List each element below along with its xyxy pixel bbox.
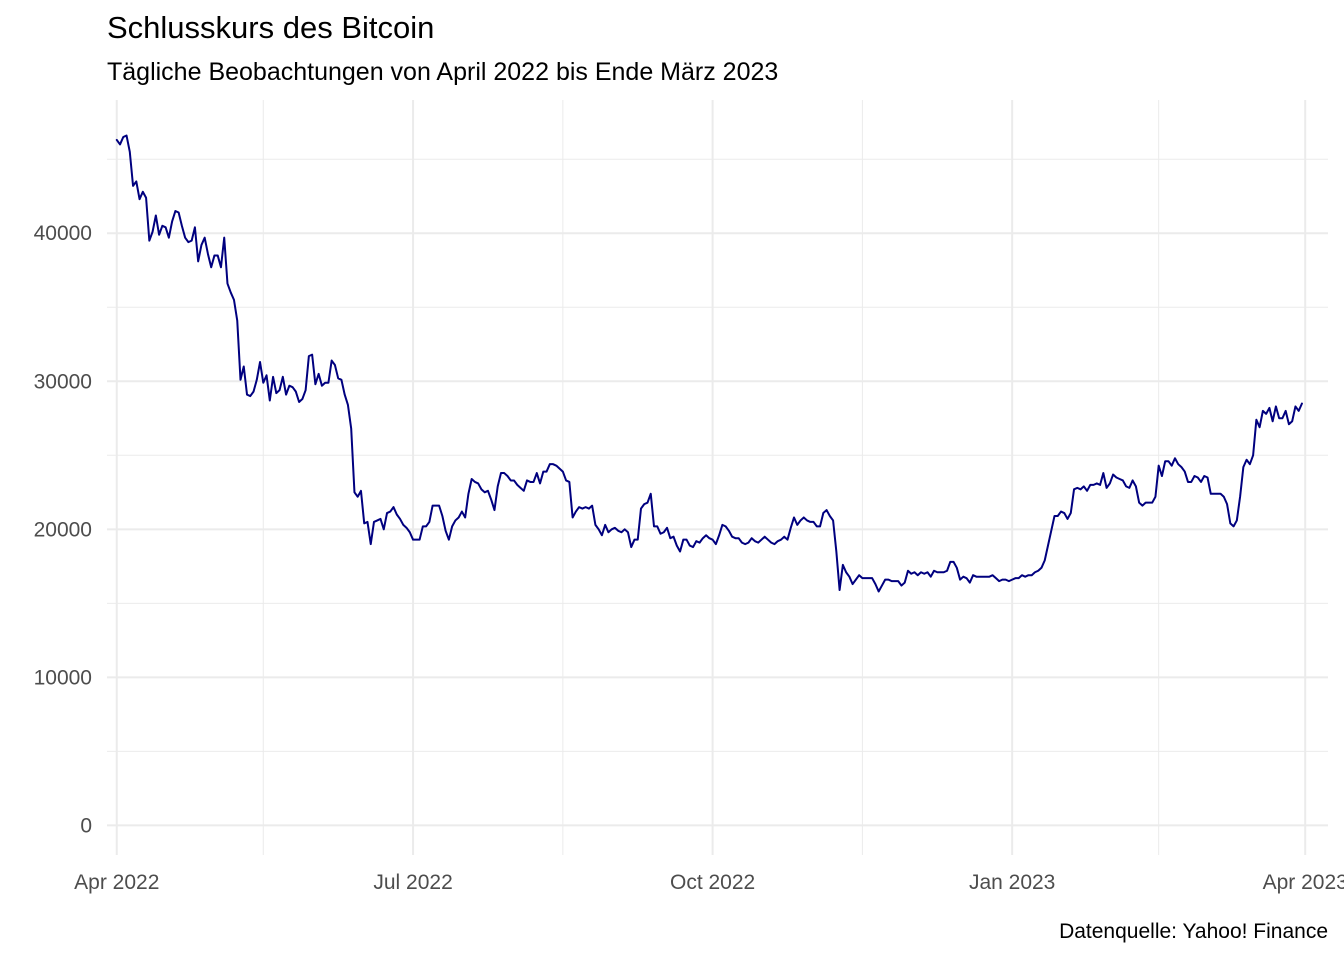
y-tick-label: 30000 — [34, 370, 92, 393]
chart-caption: Datenquelle: Yahoo! Finance — [1059, 920, 1328, 943]
y-tick-label: 10000 — [34, 666, 92, 689]
series-line-0 — [115, 134, 1303, 593]
x-tick-label: Apr 2022 — [74, 871, 159, 894]
y-axis: 0 10000 20000 30000 40000 — [34, 222, 92, 837]
y-tick-label: 0 — [80, 814, 92, 837]
chart-subtitle: Tägliche Beobachtungen von April 2022 bi… — [107, 58, 779, 86]
x-tick-label: Apr 2023 — [1263, 871, 1344, 894]
x-tick-label: Jul 2022 — [373, 871, 452, 894]
chart-title: Schlusskurs des Bitcoin — [107, 10, 435, 45]
x-tick-label: Oct 2022 — [670, 871, 755, 894]
series-layer — [115, 134, 1303, 593]
minor-gridlines — [107, 100, 1328, 855]
major-gridlines — [107, 100, 1328, 855]
x-tick-label: Jan 2023 — [969, 871, 1055, 894]
y-tick-label: 20000 — [34, 518, 92, 541]
y-tick-label: 40000 — [34, 222, 92, 245]
x-axis: Apr 2022 Jul 2022 Oct 2022 Jan 2023 Apr 2023 — [74, 871, 1344, 894]
